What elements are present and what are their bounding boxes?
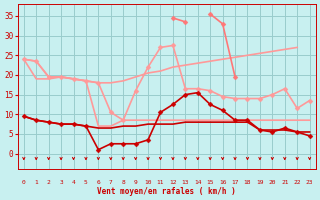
X-axis label: Vent moyen/en rafales ( km/h ): Vent moyen/en rafales ( km/h ) [97, 187, 236, 196]
